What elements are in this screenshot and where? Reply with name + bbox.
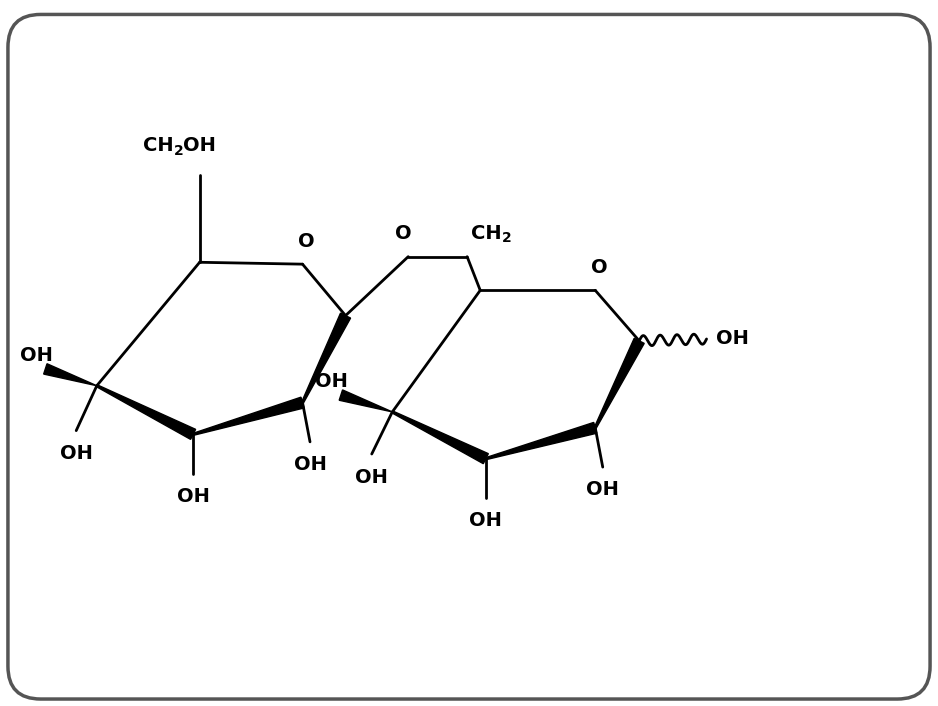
Text: O: O xyxy=(591,258,607,277)
Polygon shape xyxy=(340,390,392,412)
Polygon shape xyxy=(486,422,597,460)
Text: OH: OH xyxy=(20,347,53,365)
Text: OH: OH xyxy=(356,468,388,487)
Polygon shape xyxy=(595,338,644,429)
Text: OH: OH xyxy=(716,330,749,349)
Polygon shape xyxy=(44,364,97,385)
Text: CH: CH xyxy=(143,136,174,155)
Text: OH: OH xyxy=(469,511,502,530)
Polygon shape xyxy=(193,397,304,436)
Text: OH: OH xyxy=(183,136,216,155)
Text: O: O xyxy=(298,232,314,251)
Polygon shape xyxy=(392,411,489,464)
Polygon shape xyxy=(97,385,196,439)
Polygon shape xyxy=(302,313,351,403)
Text: OH: OH xyxy=(294,455,326,474)
Text: OH: OH xyxy=(315,373,348,392)
Text: OH: OH xyxy=(176,486,209,505)
Text: O: O xyxy=(395,224,412,243)
Text: OH: OH xyxy=(60,443,93,462)
Text: OH: OH xyxy=(586,480,619,499)
Text: CH: CH xyxy=(471,224,502,243)
FancyBboxPatch shape xyxy=(8,14,930,699)
Text: 2: 2 xyxy=(502,232,511,246)
Text: 2: 2 xyxy=(174,143,183,157)
